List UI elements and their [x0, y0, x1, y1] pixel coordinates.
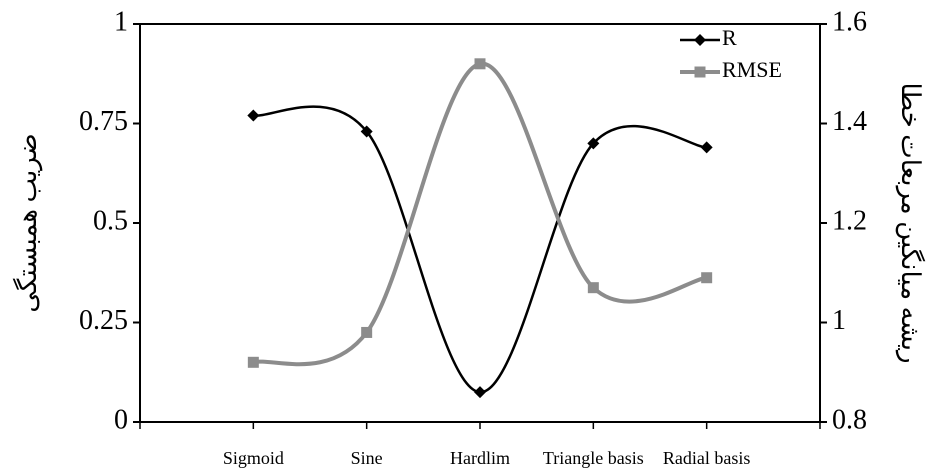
y2-tick-label: 1.6	[832, 6, 867, 37]
y-tick-label: 0.25	[79, 305, 128, 336]
series-line	[253, 105, 707, 394]
series-line	[252, 61, 708, 367]
point	[247, 109, 260, 122]
x-tick-label: Sine	[351, 448, 383, 468]
x-tick-label: Triangle basis	[543, 448, 644, 468]
point	[700, 141, 713, 154]
legend-label: RMSE	[722, 57, 782, 82]
point	[587, 137, 600, 150]
legend-label: R	[722, 25, 737, 50]
point	[247, 356, 259, 368]
y2-tick-label: 1.4	[832, 106, 867, 137]
y-tick-label: 0.5	[93, 205, 128, 236]
y-tick-label: 1	[114, 6, 128, 37]
x-tick-label: Radial basis	[663, 448, 751, 468]
plot-frame	[139, 23, 821, 423]
y2-tick-label: 0.8	[832, 404, 867, 435]
y2-tick-label: 1.2	[832, 205, 867, 236]
legend-marker	[694, 66, 706, 78]
y-tick-label: 0.75	[79, 106, 128, 137]
point	[474, 386, 486, 399]
x-tick-label: Hardlim	[450, 448, 510, 468]
y-tick-label: 0	[114, 404, 128, 435]
legend-marker	[694, 34, 706, 46]
y-axis-label: ضریب همبستگی	[12, 133, 43, 312]
y2-tick-label: 1	[832, 305, 846, 336]
point	[474, 58, 486, 70]
point	[360, 125, 373, 138]
point	[587, 282, 599, 294]
x-tick-label: Sigmoid	[223, 448, 284, 468]
y2-axis-label: ریشه میانگین مربعات خطا	[895, 82, 926, 363]
point	[701, 272, 713, 284]
point	[361, 326, 373, 338]
